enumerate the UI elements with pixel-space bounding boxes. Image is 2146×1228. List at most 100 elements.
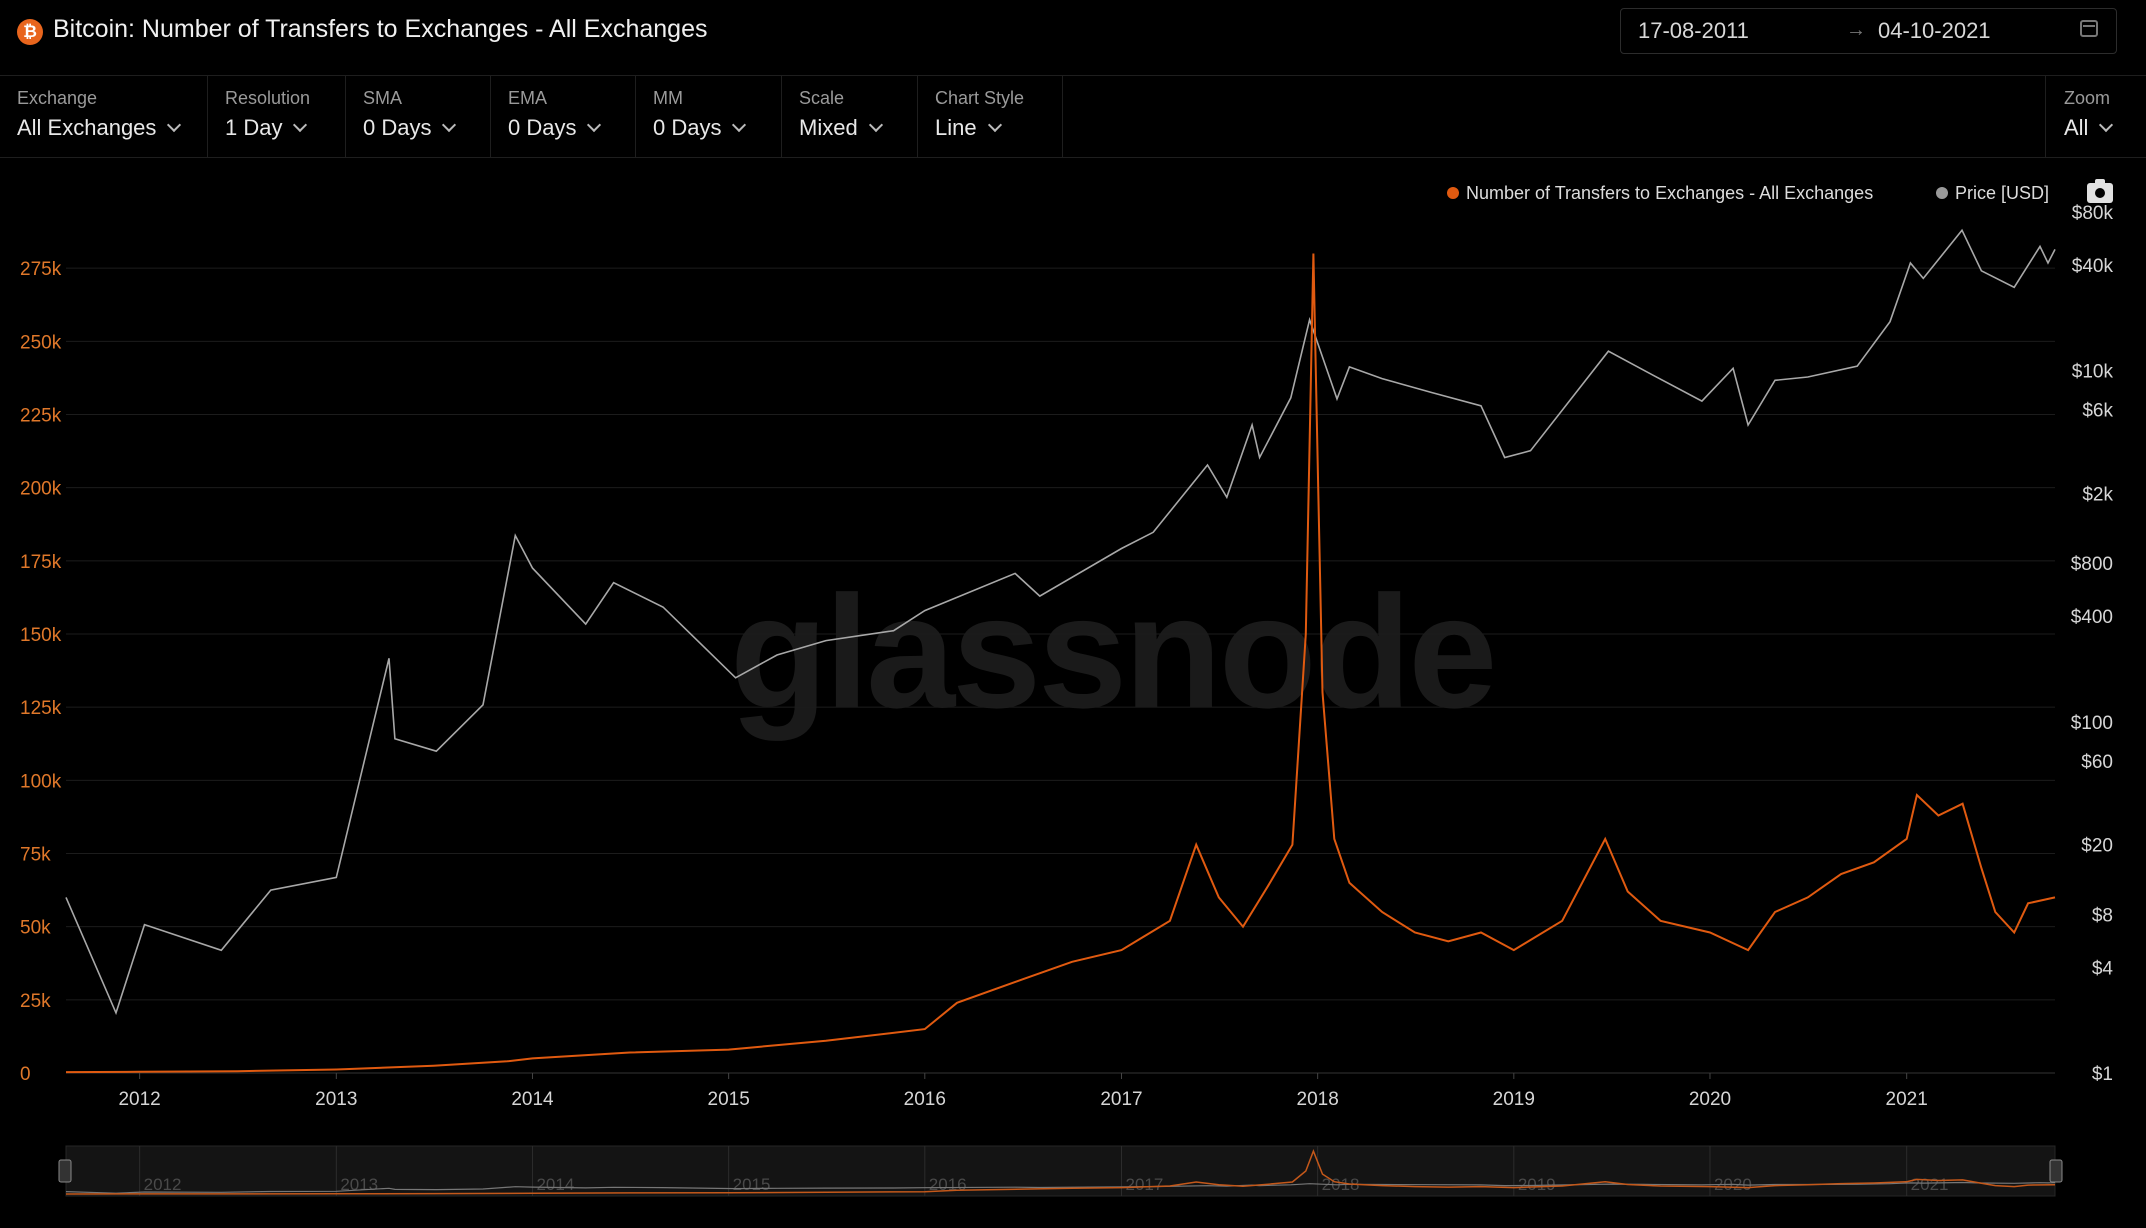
navigator-tick-label: 2020 [1714, 1175, 1752, 1194]
navigator-tick-label: 2019 [1518, 1175, 1556, 1194]
chart-style-label: Chart Style [935, 88, 1025, 108]
exchange-value[interactable]: All Exchanges [17, 115, 182, 141]
header-bar: ₿ Bitcoin: Number of Transfers to Exchan… [0, 0, 2146, 76]
camera-icon[interactable] [2087, 179, 2113, 203]
y-tick-label-left: 175k [20, 552, 62, 573]
x-tick-label: 2019 [1493, 1089, 1535, 1110]
navigator-tick-label: 2018 [1322, 1175, 1360, 1194]
scale-value[interactable]: Mixed [799, 115, 883, 141]
y-tick-label-left: 50k [20, 918, 51, 939]
y-tick-label-left: 200k [20, 479, 62, 500]
chart-style-dropdown[interactable]: Chart Style Line [918, 76, 1063, 157]
legend-price[interactable]: Price [USD] [1936, 183, 2049, 204]
chevron-down-icon [987, 117, 1002, 133]
navigator-tick-label: 2021 [1911, 1175, 1949, 1194]
y-tick-label-right: $10k [2072, 362, 2114, 383]
legend-transfers[interactable]: Number of Transfers to Exchanges - All E… [1447, 183, 1873, 204]
y-tick-label-right: $2k [2082, 484, 2113, 505]
chevron-down-icon [868, 117, 883, 133]
x-axis: 2012 2013 2014 2015 2016 2017 2018 2019 2020 2021 [118, 1073, 1928, 1110]
navigator-background [65, 1145, 2056, 1197]
y-tick-label-left: 125k [20, 698, 62, 719]
sma-value[interactable]: 0 Days [363, 115, 457, 141]
zoom-label: Zoom [2064, 88, 2111, 108]
navigator-tick-label: 2017 [1125, 1175, 1163, 1194]
y-tick-label-right: $60 [2081, 752, 2113, 773]
exchange-dropdown[interactable]: Exchange All Exchanges [0, 76, 208, 157]
ema-dropdown[interactable]: EMA 0 Days [491, 76, 636, 157]
range-navigator[interactable]: 2012 2013 2014 2015 2016 2017 2018 2019 2020 2021 [58, 1145, 2063, 1197]
ema-label: EMA [508, 88, 548, 108]
chevron-down-icon [732, 117, 747, 133]
exchange-label: Exchange [17, 88, 98, 108]
chevron-down-icon [167, 117, 182, 133]
x-tick-label: 2021 [1886, 1089, 1928, 1110]
resolution-value[interactable]: 1 Day [225, 115, 308, 141]
zoom-value[interactable]: All [2064, 115, 2114, 141]
y-tick-label-right: $8 [2092, 905, 2113, 926]
chevron-down-icon [587, 117, 602, 133]
date-range-picker[interactable]: 17-08-2011 → 04-10-2021 [1620, 8, 2117, 54]
y-tick-label-left: 150k [20, 625, 62, 646]
x-tick-label: 2015 [708, 1089, 750, 1110]
y-tick-label-right: $400 [2071, 607, 2113, 628]
x-tick-label: 2016 [904, 1089, 946, 1110]
x-tick-label: 2017 [1100, 1089, 1142, 1110]
resolution-dropdown[interactable]: Resolution 1 Day [208, 76, 346, 157]
navigator-tick-label: 2015 [733, 1175, 771, 1194]
scale-dropdown[interactable]: Scale Mixed [782, 76, 918, 157]
navigator-tick-label: 2016 [929, 1175, 967, 1194]
zoom-dropdown[interactable]: Zoom All [2045, 76, 2146, 157]
legend-dot-icon [1936, 187, 1948, 199]
scale-label: Scale [799, 88, 845, 108]
y-axis-right: $1 $4 $8 $20 $60 $100 $400 $800 $2k $6k $10k $40k $8… [2071, 203, 2114, 1085]
y-tick-label-right: $6k [2082, 401, 2113, 422]
y-tick-label-left: 225k [20, 406, 62, 427]
x-tick-label: 2020 [1689, 1089, 1731, 1110]
x-tick-label: 2013 [315, 1089, 357, 1110]
mm-dropdown[interactable]: MM 0 Days [636, 76, 782, 157]
y-tick-label-left: 75k [20, 845, 51, 866]
y-tick-label-right: $4 [2092, 958, 2114, 979]
arrow-right-icon: → [1846, 19, 1866, 41]
watermark: glassnode [730, 562, 1497, 741]
mm-label: MM [653, 88, 683, 108]
navigator-handle-right[interactable] [2049, 1159, 2063, 1183]
chevron-down-icon [442, 117, 457, 133]
y-tick-label-right: $1 [2092, 1064, 2113, 1085]
sma-label: SMA [363, 88, 403, 108]
chart-toolbar: Exchange All Exchanges Resolution 1 Day … [0, 76, 2146, 158]
date-to-input[interactable]: 04-10-2021 [1878, 18, 1991, 43]
chevron-down-icon [293, 117, 308, 133]
navigator-transfers-line [65, 1149, 2056, 1195]
legend-dot-icon [1447, 187, 1459, 199]
y-tick-label-right: $20 [2081, 836, 2113, 857]
x-tick-label: 2014 [511, 1089, 554, 1110]
mm-value[interactable]: 0 Days [653, 115, 747, 141]
y-tick-label-right: $40k [2072, 256, 2114, 277]
y-tick-label-left: 0 [20, 1064, 31, 1085]
chevron-down-icon [2099, 117, 2114, 133]
sma-dropdown[interactable]: SMA 0 Days [346, 76, 491, 157]
ema-value[interactable]: 0 Days [508, 115, 602, 141]
navigator-tick-label: 2013 [340, 1175, 378, 1194]
page-title: Bitcoin: Number of Transfers to Exchange… [53, 15, 708, 43]
y-tick-label-left: 275k [20, 259, 62, 280]
y-tick-label-right: $100 [2071, 713, 2113, 734]
bitcoin-icon: ₿ [17, 19, 43, 45]
resolution-label: Resolution [225, 88, 311, 108]
navigator-tick-label: 2012 [144, 1175, 182, 1194]
y-tick-label-right: $80k [2072, 203, 2114, 224]
x-tick-label: 2018 [1297, 1089, 1339, 1110]
navigator-handle-left[interactable] [58, 1159, 72, 1183]
legend-price-label: Price [USD] [1955, 183, 2050, 203]
y-tick-label-left: 100k [20, 771, 62, 792]
y-tick-label-right: $800 [2071, 554, 2113, 575]
y-tick-label-left: 25k [20, 991, 51, 1012]
date-from-input[interactable]: 17-08-2011 [1638, 18, 1749, 43]
calendar-icon[interactable] [2080, 20, 2098, 37]
navigator-tick-label: 2014 [536, 1175, 574, 1194]
x-tick-label: 2012 [118, 1089, 160, 1110]
y-tick-label-left: 250k [20, 332, 62, 353]
chart-style-value[interactable]: Line [935, 115, 1002, 141]
